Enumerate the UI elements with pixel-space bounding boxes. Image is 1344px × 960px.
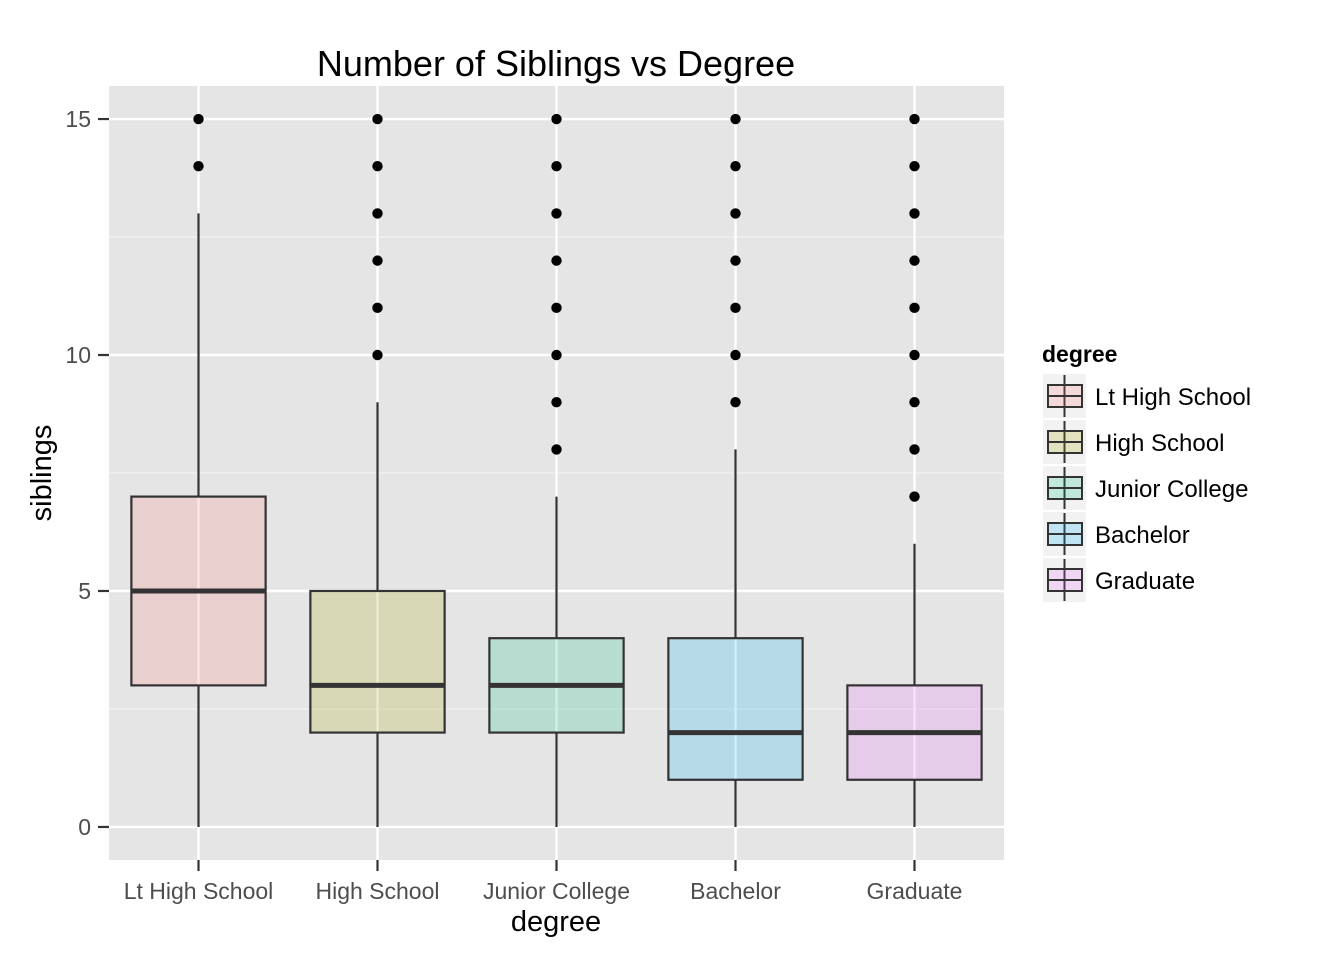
outlier-point <box>909 113 920 125</box>
box-group <box>130 113 267 827</box>
legend: degree Lt High School High School Junior C… <box>1042 341 1251 602</box>
outlier-point <box>551 444 562 455</box>
outlier-point <box>909 397 920 408</box>
legend-title: degree <box>1042 341 1117 367</box>
outlier-point <box>551 255 562 266</box>
legend-label: Bachelor <box>1095 522 1190 549</box>
outlier-point <box>372 349 383 361</box>
outlier-point <box>193 113 204 125</box>
outlier-point <box>909 208 920 219</box>
x-tick-label: Junior College <box>483 878 630 904</box>
outlier-point <box>193 161 204 172</box>
box <box>309 589 446 734</box>
outlier-point <box>909 349 920 361</box>
box-group <box>309 113 446 827</box>
legend-item: Graduate <box>1043 558 1195 602</box>
chart-title: Number of Siblings vs Degree <box>317 43 795 84</box>
box-group <box>667 113 804 827</box>
legend-label: Junior College <box>1095 476 1248 503</box>
y-axis: 0 5 10 15 <box>65 106 109 840</box>
outlier-point <box>372 161 383 172</box>
legend-label: High School <box>1095 430 1224 457</box>
outlier-point <box>909 161 920 172</box>
x-tick-label: Lt High School <box>124 878 274 904</box>
outlier-point <box>909 302 920 314</box>
legend-item: Bachelor <box>1043 512 1190 556</box>
x-tick-label: Bachelor <box>690 878 781 904</box>
outlier-point <box>730 302 741 314</box>
box-group <box>488 113 625 827</box>
outlier-point <box>730 397 741 408</box>
outlier-point <box>730 161 741 172</box>
outlier-point <box>730 113 741 125</box>
x-axis: Lt High School High School Junior College B… <box>124 860 963 904</box>
y-tick-label: 5 <box>78 578 91 604</box>
outlier-point <box>372 255 383 266</box>
legend-label: Graduate <box>1095 568 1195 595</box>
y-axis-title: siblings <box>26 425 58 522</box>
boxes <box>130 113 983 827</box>
outlier-point <box>551 161 562 172</box>
y-tick-label: 15 <box>65 106 91 132</box>
outlier-point <box>372 302 383 314</box>
y-tick-label: 0 <box>78 814 91 840</box>
outlier-point <box>551 113 562 125</box>
outlier-point <box>551 208 562 219</box>
outlier-point <box>372 113 383 125</box>
outlier-point <box>551 397 562 408</box>
outlier-point <box>372 208 383 219</box>
legend-item: Junior College <box>1043 466 1248 510</box>
outlier-point <box>730 208 741 219</box>
outlier-point <box>730 255 741 266</box>
outlier-point <box>909 255 920 266</box>
x-tick-label: Graduate <box>867 878 963 904</box>
legend-label: Lt High School <box>1095 384 1251 411</box>
legend-item: High School <box>1043 420 1224 464</box>
outlier-point <box>909 444 920 455</box>
outlier-point <box>909 491 920 502</box>
y-tick-label: 10 <box>65 342 91 368</box>
outlier-point <box>551 302 562 314</box>
x-axis-title: degree <box>511 906 601 938</box>
x-tick-label: High School <box>315 878 439 904</box>
outlier-point <box>730 349 741 361</box>
legend-item: Lt High School <box>1043 374 1251 418</box>
box-group <box>846 113 983 827</box>
outlier-point <box>551 349 562 361</box>
box <box>667 637 804 781</box>
